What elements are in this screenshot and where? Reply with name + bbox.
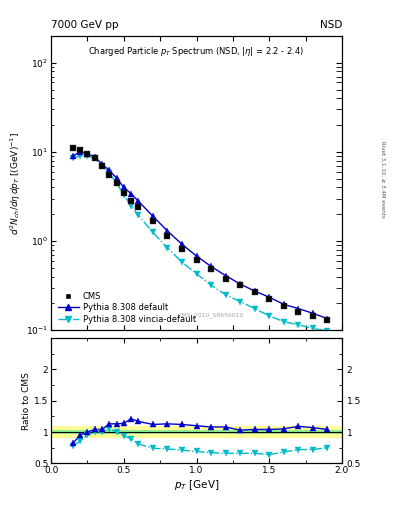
Text: CMS_2010_S8656010: CMS_2010_S8656010 xyxy=(178,313,244,318)
Text: 7000 GeV pp: 7000 GeV pp xyxy=(51,19,119,30)
Text: Charged Particle $p_T$ Spectrum (NSD, $|\eta|$ = 2.2 - 2.4): Charged Particle $p_T$ Spectrum (NSD, $|… xyxy=(88,45,305,58)
X-axis label: $p_T$ [GeV]: $p_T$ [GeV] xyxy=(174,478,219,492)
Y-axis label: Ratio to CMS: Ratio to CMS xyxy=(22,372,31,430)
Y-axis label: $d^2N_{ch}/d\eta\, dp_T$ [(GeV)$^{-1}$]: $d^2N_{ch}/d\eta\, dp_T$ [(GeV)$^{-1}$] xyxy=(9,132,23,234)
Legend: CMS, Pythia 8.308 default, Pythia 8.308 vincia-default: CMS, Pythia 8.308 default, Pythia 8.308 … xyxy=(55,289,198,326)
Text: Rivet 3.1.10, ≥ 3.4M events: Rivet 3.1.10, ≥ 3.4M events xyxy=(381,141,386,218)
Bar xyxy=(51,430,342,434)
Text: NSD: NSD xyxy=(320,19,342,30)
Bar xyxy=(51,426,342,438)
